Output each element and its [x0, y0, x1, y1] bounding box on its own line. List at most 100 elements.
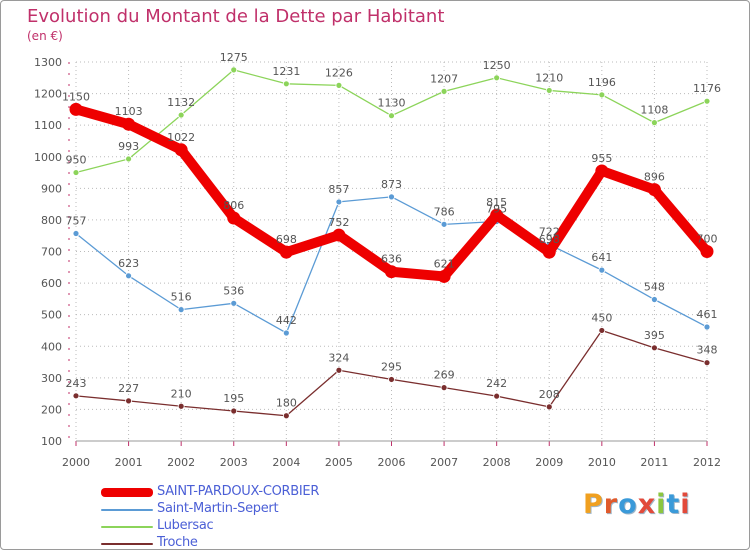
data-point	[440, 220, 448, 228]
y-tick-label: 500	[41, 309, 62, 322]
data-label: 1250	[483, 59, 511, 72]
data-label: 857	[328, 183, 349, 196]
data-point	[335, 198, 343, 206]
data-label: 786	[434, 205, 455, 218]
data-point	[125, 397, 132, 405]
data-label: 195	[223, 392, 244, 405]
data-label: 210	[171, 387, 192, 400]
data-label: 1196	[588, 76, 616, 89]
data-point	[595, 164, 609, 178]
data-point	[72, 392, 80, 400]
data-label: 993	[118, 140, 139, 153]
data-point	[703, 323, 711, 331]
data-point	[125, 155, 132, 163]
y-tick-label: 300	[41, 372, 62, 385]
data-point	[703, 359, 711, 367]
x-tick-label: 2004	[272, 456, 300, 469]
data-label: 1103	[115, 105, 143, 118]
x-tick-label: 2011	[640, 456, 668, 469]
data-label: 395	[644, 329, 665, 342]
data-point	[230, 66, 238, 74]
y-tick-label: 100	[41, 435, 62, 448]
data-point	[279, 245, 293, 259]
series-saint-martin-sepert	[72, 193, 711, 337]
y-tick-label: 1000	[34, 151, 62, 164]
y-tick-label: 600	[41, 277, 62, 290]
x-tick-label: 2007	[430, 456, 458, 469]
data-label: 1108	[640, 104, 668, 117]
chart-subtitle: (en €)	[27, 29, 63, 43]
x-tick-label: 2010	[588, 456, 616, 469]
logo-letter: r	[603, 489, 619, 520]
data-label: 180	[276, 397, 297, 410]
data-point	[388, 193, 395, 201]
data-point	[703, 97, 711, 105]
y-tick-label: 400	[41, 340, 62, 353]
data-point	[545, 403, 553, 411]
y-tick-label: 200	[41, 403, 62, 416]
data-label: 1231	[272, 65, 300, 78]
series-lubersac	[72, 66, 711, 176]
data-point	[335, 366, 343, 374]
data-label: 243	[66, 377, 87, 390]
x-tick-label: 2000	[62, 456, 90, 469]
series-saint-pardoux-corbier	[69, 102, 714, 283]
data-label: 1210	[535, 71, 563, 84]
data-label: 450	[591, 311, 612, 324]
legend-swatch-saint-martin-sepert	[101, 509, 153, 511]
data-label: 1275	[220, 51, 248, 64]
data-label: 700	[697, 233, 718, 246]
data-label: 348	[697, 344, 718, 357]
x-tick-label: 2012	[693, 456, 721, 469]
data-point	[282, 80, 290, 88]
data-label: 896	[644, 171, 665, 184]
chart-title: Evolution du Montant de la Dette par Hab…	[27, 6, 445, 27]
data-label: 1130	[378, 97, 406, 110]
data-label: 227	[118, 382, 139, 395]
proxiti-logo: Proxiti	[583, 489, 691, 520]
data-label: 516	[171, 291, 192, 304]
data-label: 1207	[430, 72, 458, 85]
data-label: 698	[276, 233, 297, 246]
data-label: 955	[591, 152, 612, 165]
data-point	[177, 402, 185, 410]
data-point	[542, 245, 556, 259]
data-point	[651, 296, 658, 303]
series-troche	[72, 327, 711, 420]
data-point	[385, 265, 398, 279]
data-label: 722	[539, 226, 560, 239]
y-tick-label: 1300	[34, 56, 62, 69]
y-tick-label: 700	[41, 246, 62, 259]
data-label: 641	[591, 251, 612, 264]
data-point	[440, 87, 448, 95]
data-label: 636	[381, 253, 402, 266]
data-point	[332, 228, 346, 242]
data-point	[174, 143, 188, 157]
legend-label: Troche	[157, 535, 198, 550]
data-point	[282, 412, 290, 420]
data-label: 324	[328, 351, 349, 364]
data-point	[388, 376, 395, 383]
data-label: 1132	[167, 96, 195, 109]
legend-swatch-lubersac	[101, 526, 153, 528]
data-point	[72, 230, 80, 237]
data-point	[177, 111, 185, 119]
logo-letter: i	[656, 489, 667, 520]
data-point	[440, 384, 448, 392]
data-label: 1176	[693, 82, 721, 95]
data-label: 873	[381, 178, 402, 191]
data-point	[125, 272, 132, 280]
data-point	[493, 74, 501, 82]
data-label: 442	[276, 314, 297, 327]
data-point	[335, 81, 343, 89]
data-point	[282, 329, 290, 337]
legend-label: Saint-Martin-Sepert	[157, 501, 279, 516]
x-tick-label: 2005	[325, 456, 353, 469]
data-point	[388, 112, 395, 120]
legend-label: Lubersac	[157, 518, 214, 533]
logo-letter: o	[618, 489, 638, 520]
data-point	[651, 344, 658, 352]
data-point	[122, 117, 136, 131]
